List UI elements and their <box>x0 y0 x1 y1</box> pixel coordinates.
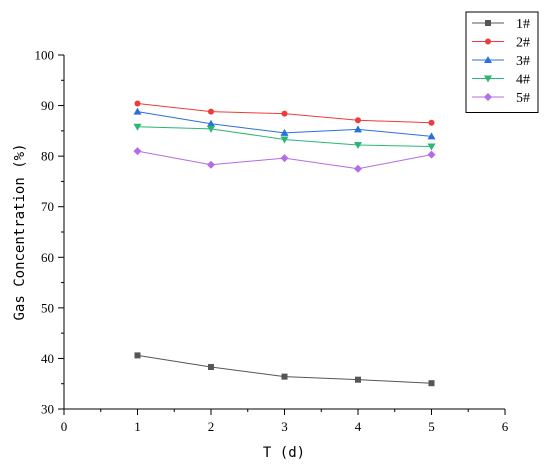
y-tick-label: 80 <box>41 149 54 164</box>
data-point <box>207 119 215 127</box>
y-axis-title: Gas Concentration (%) <box>12 143 28 320</box>
x-tick-label: 0 <box>61 419 68 434</box>
data-point <box>207 160 215 169</box>
series-4 <box>133 123 436 151</box>
data-point <box>427 143 436 151</box>
y-tick-label: 40 <box>41 351 54 366</box>
axes: 0 1 2 3 4 5 6 30 40 50 60 70 80 90 100 <box>35 48 509 435</box>
data-point <box>281 373 288 380</box>
data-point <box>428 119 435 126</box>
legend-box <box>465 11 539 113</box>
data-point <box>207 125 215 133</box>
legend: 1# 2# 3# 4# 5# <box>465 11 539 113</box>
data-point <box>355 376 361 383</box>
y-tick-label: 90 <box>41 98 54 113</box>
legend-item: 2# <box>472 36 530 51</box>
data-point <box>133 123 142 131</box>
legend-label: 2# <box>516 36 530 51</box>
x-tick-label: 3 <box>281 419 288 434</box>
data-point <box>427 132 436 140</box>
series-5 <box>133 147 436 173</box>
legend-item: 1# <box>472 17 530 32</box>
x-tick-label: 5 <box>428 419 435 434</box>
legend-label: 5# <box>516 91 530 106</box>
legend-marker <box>484 56 492 63</box>
data-point <box>354 164 362 173</box>
data-point <box>354 142 362 150</box>
y-tick-label: 70 <box>41 199 54 214</box>
legend-marker <box>484 93 492 101</box>
data-point <box>280 136 289 144</box>
legend-marker <box>485 20 491 26</box>
data-point <box>428 380 435 387</box>
legend-label: 4# <box>516 73 530 88</box>
legend-item: 5# <box>472 91 530 106</box>
y-tick-label: 50 <box>41 300 54 315</box>
legend-label: 3# <box>516 54 530 69</box>
data-point <box>280 128 289 136</box>
x-tick-label: 1 <box>134 419 141 434</box>
y-tick-label: 60 <box>41 250 54 265</box>
series-3 <box>133 107 436 140</box>
legend-label: 1# <box>516 17 530 32</box>
data-point <box>208 108 214 115</box>
data-point <box>355 117 361 124</box>
legend-marker <box>485 38 491 45</box>
x-tick-label: 4 <box>355 419 362 434</box>
legend-marker <box>484 75 492 83</box>
series-2 <box>134 100 435 126</box>
legend-item: 4# <box>472 73 530 88</box>
data-point <box>134 352 141 359</box>
data-point <box>133 107 142 115</box>
data-point <box>354 125 362 133</box>
data-point <box>134 100 141 107</box>
legend-item: 3# <box>472 54 530 69</box>
series-1 <box>134 352 435 387</box>
series-layer <box>133 100 436 387</box>
data-point <box>280 154 289 163</box>
data-point <box>208 364 214 371</box>
y-tick-label: 100 <box>35 48 55 63</box>
x-tick-label: 2 <box>208 419 215 434</box>
data-point <box>133 147 142 156</box>
y-tick-label: 30 <box>41 402 54 417</box>
x-axis-title: T (d) <box>263 445 305 461</box>
x-tick-label: 6 <box>502 419 509 434</box>
data-point <box>281 110 288 117</box>
data-point <box>427 150 436 159</box>
